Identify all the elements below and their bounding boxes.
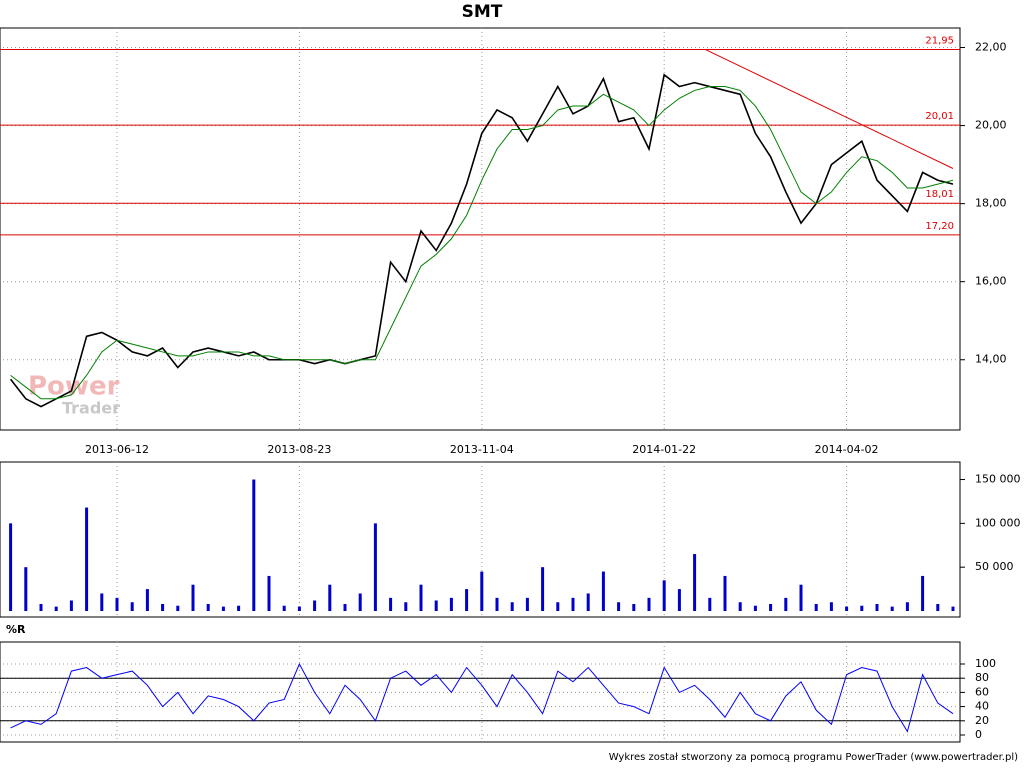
y-tick-label: 16,00 (975, 275, 1007, 288)
level-label: 21,95 (925, 35, 954, 46)
bar (556, 602, 560, 611)
x-tick-label: 2014-04-02 (815, 443, 879, 456)
level-label: 20,01 (925, 111, 954, 122)
series-line (10, 662, 954, 733)
bar (206, 603, 210, 611)
level-label: 18,01 (925, 189, 954, 200)
bar (510, 602, 514, 611)
series-line (9, 73, 954, 408)
bar (419, 584, 423, 611)
bar (951, 606, 955, 611)
y-tick-label: 100 (975, 657, 996, 670)
bar (860, 605, 864, 611)
bar (495, 597, 499, 611)
series-line (10, 86, 954, 400)
y-tick-label: 18,00 (975, 197, 1007, 210)
bar (525, 597, 529, 611)
bar (662, 580, 666, 611)
bar (297, 606, 301, 611)
bar (769, 603, 773, 611)
bar (100, 593, 104, 611)
bar (191, 584, 195, 611)
chart-title: SMT (462, 2, 503, 22)
y-tick-label: 40 (975, 700, 989, 713)
bar (632, 603, 636, 611)
bar (39, 603, 43, 611)
y-tick-label: 14,00 (975, 353, 1007, 366)
bar (708, 597, 712, 611)
y-tick-label: 100 000 (975, 516, 1021, 529)
bar (586, 593, 590, 611)
x-tick-label: 2013-06-12 (85, 443, 149, 456)
bar (282, 605, 286, 611)
bar (541, 567, 545, 611)
x-tick-label: 2013-11-04 (450, 443, 514, 456)
bar (252, 479, 256, 611)
bar (237, 605, 241, 611)
bar (328, 584, 332, 611)
bar (69, 600, 73, 611)
bar (738, 602, 742, 611)
bar (693, 554, 697, 611)
bar (267, 575, 271, 611)
bar (373, 523, 377, 611)
level-label: 17,20 (925, 221, 954, 232)
bar (176, 605, 180, 611)
bar (389, 597, 393, 611)
trend-line (705, 49, 954, 169)
bar (829, 602, 833, 611)
bar (130, 602, 134, 611)
bar (921, 575, 925, 611)
bar (221, 606, 225, 611)
y-tick-label: 50 000 (975, 560, 1014, 573)
bar (799, 584, 803, 611)
bar (905, 602, 909, 611)
bar (313, 600, 317, 611)
bar (358, 593, 362, 611)
panel-frame (0, 461, 961, 618)
footer: Wykres został stworzony za pomocą progra… (609, 752, 1018, 763)
bar (723, 575, 727, 611)
bar (465, 589, 469, 611)
bar (449, 597, 453, 611)
panel-title: %R (6, 623, 26, 636)
y-tick-label: 150 000 (975, 473, 1021, 486)
bar (647, 597, 651, 611)
y-tick-label: 80 (975, 671, 989, 684)
y-tick-label: 0 (975, 728, 982, 741)
bar (936, 603, 940, 611)
bar (845, 606, 849, 611)
bar (814, 603, 818, 611)
bar (115, 597, 119, 611)
watermark: Trader (62, 399, 120, 418)
bar (434, 600, 438, 611)
bar (571, 597, 575, 611)
bar (85, 507, 89, 611)
bar (677, 589, 681, 611)
panel-frame (0, 27, 961, 431)
y-tick-label: 20,00 (975, 119, 1007, 132)
bar (784, 597, 788, 611)
bar (480, 571, 484, 611)
y-tick-label: 20 (975, 714, 989, 727)
x-tick-label: 2013-08-23 (267, 443, 331, 456)
bar (343, 603, 347, 611)
bar (753, 605, 757, 611)
bar (9, 523, 13, 611)
watermark: Power (28, 372, 120, 402)
bar (890, 606, 894, 611)
y-tick-label: 60 (975, 685, 989, 698)
bar (54, 606, 58, 611)
bar (161, 603, 165, 611)
bar (145, 589, 149, 611)
x-tick-label: 2014-01-22 (632, 443, 696, 456)
bar (617, 602, 621, 611)
bar (601, 571, 605, 611)
bar (24, 567, 28, 611)
bar (404, 602, 408, 611)
y-tick-label: 22,00 (975, 41, 1007, 54)
bar (875, 603, 879, 611)
